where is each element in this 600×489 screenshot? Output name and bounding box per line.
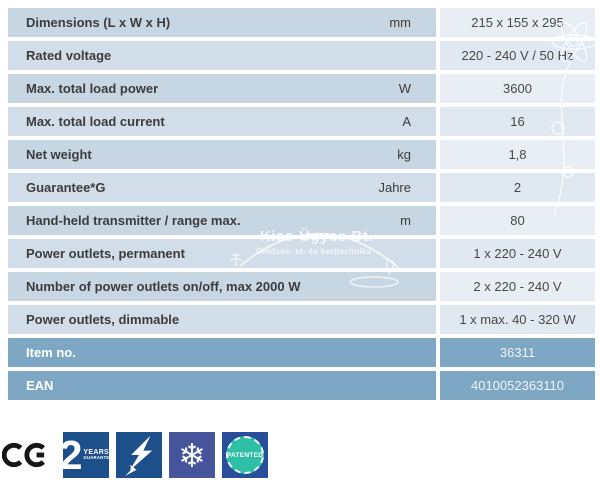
spec-label-cell: Number of power outlets on/off, max 2000… — [8, 272, 436, 301]
spec-label: Dimensions (L x W x H) — [26, 15, 171, 30]
spec-unit: Jahre — [378, 180, 411, 195]
spec-value: 80 — [510, 213, 525, 228]
spec-value-cell: 1 x max. 40 - 320 W — [440, 305, 595, 334]
table-row: Hand-held transmitter / range max. m 80 — [8, 206, 595, 235]
table-row: Net weight kg 1,8 — [8, 140, 595, 169]
ce-mark-icon — [2, 432, 56, 478]
patented-seal-icon: PATENTED — [226, 436, 264, 474]
spec-label-cell: Rated voltage — [8, 41, 436, 70]
certification-badges: 2 YEARS GUARANTEE ❄ PATENTED — [2, 432, 268, 478]
spec-value-cell: 16 — [440, 107, 595, 136]
table-row: Guarantee*G Jahre 2 — [8, 173, 595, 202]
spec-label: Max. total load power — [26, 81, 159, 96]
table-row-ean: EAN 4010052363110 — [8, 371, 595, 400]
table-row: Power outlets, permanent 1 x 220 - 240 V — [8, 239, 595, 268]
spec-label-cell: Hand-held transmitter / range max. m — [8, 206, 436, 235]
spec-value: 1 x 220 - 240 V — [473, 246, 562, 261]
two-years-guarantee-badge: 2 YEARS GUARANTEE — [59, 432, 113, 478]
lightning-bolt-icon — [125, 435, 153, 476]
spec-value-cell: 215 x 155 x 295 — [440, 8, 595, 37]
spec-value-cell: 3600 — [440, 74, 595, 103]
spec-label-cell: Power outlets, dimmable — [8, 305, 436, 334]
spec-label: Hand-held transmitter / range max. — [26, 213, 241, 228]
spec-label: Rated voltage — [26, 48, 112, 63]
patented-badge: PATENTED — [222, 432, 268, 478]
spec-label-cell: Item no. — [8, 338, 436, 367]
spec-value: 2 x 220 - 240 V — [473, 279, 562, 294]
spec-value: 2 — [513, 180, 522, 195]
spec-label-cell: Power outlets, permanent — [8, 239, 436, 268]
spec-value-cell: 1 x 220 - 240 V — [440, 239, 595, 268]
spec-label: Item no. — [26, 345, 76, 360]
years-number: 2 — [59, 432, 83, 478]
spec-value: 1 x max. 40 - 320 W — [459, 312, 576, 327]
years-text: YEARS GUARANTEE — [83, 449, 113, 461]
table-row: Max. total load current A 16 — [8, 107, 595, 136]
spec-value: 220 - 240 V / 50 Hz — [461, 48, 574, 63]
spec-value-cell: 80 — [440, 206, 595, 235]
spec-label-cell: EAN — [8, 371, 436, 400]
high-voltage-badge — [116, 432, 162, 478]
spec-label: Guarantee*G — [26, 180, 106, 195]
spec-label: EAN — [26, 378, 54, 393]
spec-value: 215 x 155 x 295 — [471, 15, 564, 30]
spec-value: 1,8 — [508, 147, 527, 162]
spec-value-cell: 2 — [440, 173, 595, 202]
table-row: Dimensions (L x W x H) mm 215 x 155 x 29… — [8, 8, 595, 37]
spec-value-cell: 1,8 — [440, 140, 595, 169]
spec-unit: mm — [389, 15, 411, 30]
spec-label: Net weight — [26, 147, 92, 162]
table-row: Rated voltage 220 - 240 V / 50 Hz — [8, 41, 595, 70]
frost-resistant-badge: ❄ — [169, 432, 215, 478]
snowflake-icon: ❄ — [178, 436, 206, 474]
spec-label: Power outlets, dimmable — [26, 312, 180, 327]
spec-unit: A — [402, 114, 411, 129]
spec-label-cell: Max. total load power W — [8, 74, 436, 103]
spec-label: Power outlets, permanent — [26, 246, 185, 261]
spec-label: Number of power outlets on/off, max 2000… — [26, 279, 301, 294]
spec-unit: m — [400, 213, 411, 228]
table-row-item-no: Item no. 36311 — [8, 338, 595, 367]
spec-label-cell: Dimensions (L x W x H) mm — [8, 8, 436, 37]
spec-unit: W — [398, 81, 411, 96]
item-number-value: 36311 — [499, 345, 536, 360]
spec-table: Dimensions (L x W x H) mm 215 x 155 x 29… — [8, 8, 595, 400]
table-row: Max. total load power W 3600 — [8, 74, 595, 103]
spec-label-cell: Max. total load current A — [8, 107, 436, 136]
spec-label-cell: Guarantee*G Jahre — [8, 173, 436, 202]
spec-value: 16 — [510, 114, 525, 129]
spec-unit: kg — [397, 147, 411, 162]
spec-label: Max. total load current — [26, 114, 165, 129]
spec-value-cell: 36311 — [440, 338, 595, 367]
table-row: Number of power outlets on/off, max 2000… — [8, 272, 595, 301]
spec-value-cell: 4010052363110 — [440, 371, 595, 400]
spec-value-cell: 2 x 220 - 240 V — [440, 272, 595, 301]
spec-label-cell: Net weight kg — [8, 140, 436, 169]
table-row: Power outlets, dimmable 1 x max. 40 - 32… — [8, 305, 595, 334]
spec-value: 3600 — [503, 81, 532, 96]
ean-value: 4010052363110 — [470, 378, 565, 393]
spec-value-cell: 220 - 240 V / 50 Hz — [440, 41, 595, 70]
